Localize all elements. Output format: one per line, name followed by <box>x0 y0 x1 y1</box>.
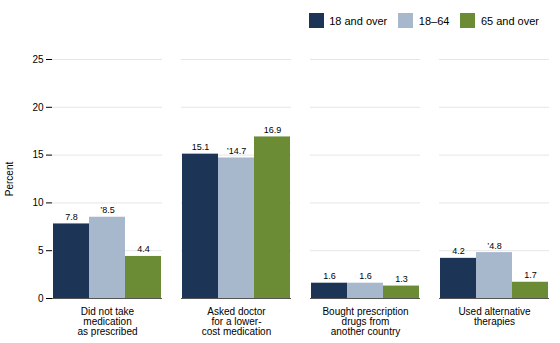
svg-text:Did not takemedicationas presc: Did not takemedicationas prescribed <box>77 305 137 336</box>
svg-text:0: 0 <box>38 292 44 303</box>
svg-text:Percent: Percent <box>4 161 15 196</box>
html-text:65 and over: 65 and over <box>480 14 539 27</box>
svg-text:Bought prescriptiondrugs froma: Bought prescriptiondrugs fromanother cou… <box>322 305 408 336</box>
svg-text:’4.8: ’4.8 <box>487 240 502 250</box>
html-text:18 and over: 18 and over <box>329 14 388 27</box>
svg-text:’14.7: ’14.7 <box>227 145 247 155</box>
svg-text:4.2: 4.2 <box>452 246 465 256</box>
svg-text:’8.5: ’8.5 <box>100 205 115 215</box>
svg-text:Asked doctorfor a lower-cost m: Asked doctorfor a lower-cost medication <box>202 305 271 336</box>
svg-text:1.6: 1.6 <box>359 271 372 281</box>
svg-text:25: 25 <box>32 53 44 64</box>
svg-text:1.7: 1.7 <box>524 270 537 280</box>
svg-text:10: 10 <box>32 197 44 208</box>
html-text:18–64: 18–64 <box>418 14 450 27</box>
svg-text:4.4: 4.4 <box>137 244 150 254</box>
svg-text:Used alternativetherapies: Used alternativetherapies <box>458 305 531 326</box>
svg-text:1.6: 1.6 <box>323 271 336 281</box>
svg-text:15: 15 <box>32 149 44 160</box>
svg-text:1.3: 1.3 <box>395 274 408 284</box>
svg-text:16.9: 16.9 <box>264 124 282 134</box>
svg-text:20: 20 <box>32 101 44 112</box>
svg-text:7.8: 7.8 <box>65 211 78 221</box>
svg-text:15.1: 15.1 <box>192 142 210 152</box>
svg-text:5: 5 <box>38 244 44 255</box>
